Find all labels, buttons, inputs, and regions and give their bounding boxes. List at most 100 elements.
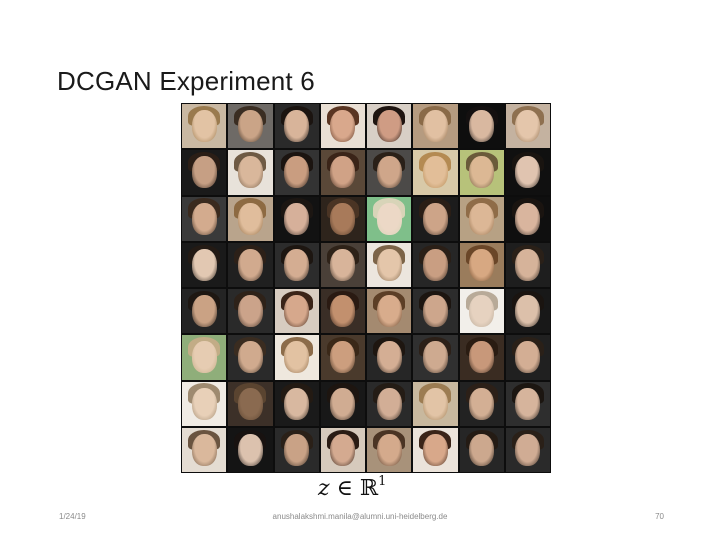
face-shape [284, 110, 309, 143]
generated-face-image [182, 104, 227, 149]
face-shape [191, 202, 217, 235]
generated-face-image [228, 381, 273, 426]
formula-variable: z [318, 476, 330, 501]
footer-page-number: 70 [655, 512, 664, 521]
generated-face-image [459, 289, 504, 334]
generated-face-image [274, 242, 319, 287]
face-shape [237, 156, 263, 189]
face-shape [469, 248, 494, 281]
generated-face-image [182, 150, 227, 195]
formula-relation: ∈ [329, 476, 360, 501]
generated-face-image [413, 335, 458, 380]
generated-face-image [320, 427, 365, 472]
face-shape [469, 295, 494, 328]
face-shape [237, 110, 263, 143]
face-shape [469, 202, 494, 235]
face-shape [191, 341, 217, 374]
face-shape [284, 248, 309, 281]
generated-face-image [505, 104, 550, 149]
face-shape [515, 248, 541, 281]
face-shape [330, 202, 356, 235]
face-shape [237, 248, 263, 281]
face-shape [237, 387, 263, 420]
face-shape [376, 387, 402, 420]
generated-face-image [320, 335, 365, 380]
face-shape [284, 295, 309, 328]
generated-face-image [459, 242, 504, 287]
generated-face-image [182, 427, 227, 472]
generated-face-image [228, 104, 273, 149]
face-shape [422, 433, 448, 466]
generated-face-image [505, 335, 550, 380]
generated-face-image [228, 427, 273, 472]
generated-face-image [182, 196, 227, 241]
face-shape [191, 110, 217, 143]
generated-face-image [274, 427, 319, 472]
face-shape [237, 202, 263, 235]
face-shape [237, 341, 263, 374]
latent-space-formula: z ∈ ℝ1 [318, 474, 386, 501]
generated-face-image [228, 150, 273, 195]
generated-face-image [182, 335, 227, 380]
face-shape [469, 341, 494, 374]
face-shape [330, 387, 356, 420]
face-shape [191, 156, 217, 189]
generated-face-image [367, 196, 412, 241]
generated-face-image [413, 150, 458, 195]
generated-face-image [505, 381, 550, 426]
face-shape [376, 202, 402, 235]
face-shape [284, 156, 309, 189]
face-shape [422, 248, 448, 281]
generated-face-image [505, 427, 550, 472]
generated-face-image [367, 242, 412, 287]
face-shape [284, 387, 309, 420]
face-shape [284, 433, 309, 466]
face-shape [469, 110, 494, 143]
face-shape [376, 433, 402, 466]
generated-face-image [367, 289, 412, 334]
footer-email: anushalakshmi.manila@alumni.uni-heidelbe… [272, 512, 448, 521]
generated-face-image [459, 427, 504, 472]
generated-face-image [274, 150, 319, 195]
face-shape [422, 156, 448, 189]
generated-face-image [228, 335, 273, 380]
generated-face-image [320, 196, 365, 241]
face-shape [515, 387, 541, 420]
generated-face-image [367, 150, 412, 195]
formula-set: ℝ [359, 476, 379, 501]
face-shape [330, 295, 356, 328]
face-shape [376, 341, 402, 374]
generated-face-image [274, 196, 319, 241]
face-shape [191, 387, 217, 420]
generated-face-image [320, 289, 365, 334]
generated-face-image [182, 289, 227, 334]
generated-face-image [320, 150, 365, 195]
face-shape [422, 387, 448, 420]
face-shape [191, 433, 217, 466]
face-shape [330, 341, 356, 374]
face-shape [330, 156, 356, 189]
generated-face-image [459, 104, 504, 149]
face-shape [515, 156, 541, 189]
generated-face-image [274, 289, 319, 334]
face-shape [376, 110, 402, 143]
generated-face-image [228, 196, 273, 241]
face-shape [191, 248, 217, 281]
face-shape [376, 295, 402, 328]
face-shape [330, 110, 356, 143]
generated-face-image [505, 196, 550, 241]
generated-face-image [320, 104, 365, 149]
face-shape [469, 387, 494, 420]
face-shape [330, 248, 356, 281]
generated-face-image [413, 242, 458, 287]
face-shape [515, 341, 541, 374]
generated-face-image [413, 381, 458, 426]
generated-face-image [274, 104, 319, 149]
face-shape [469, 433, 494, 466]
face-shape [191, 295, 217, 328]
generated-face-image [413, 104, 458, 149]
generated-face-image [274, 335, 319, 380]
generated-face-image [459, 381, 504, 426]
generated-face-image [367, 381, 412, 426]
face-shape [422, 110, 448, 143]
